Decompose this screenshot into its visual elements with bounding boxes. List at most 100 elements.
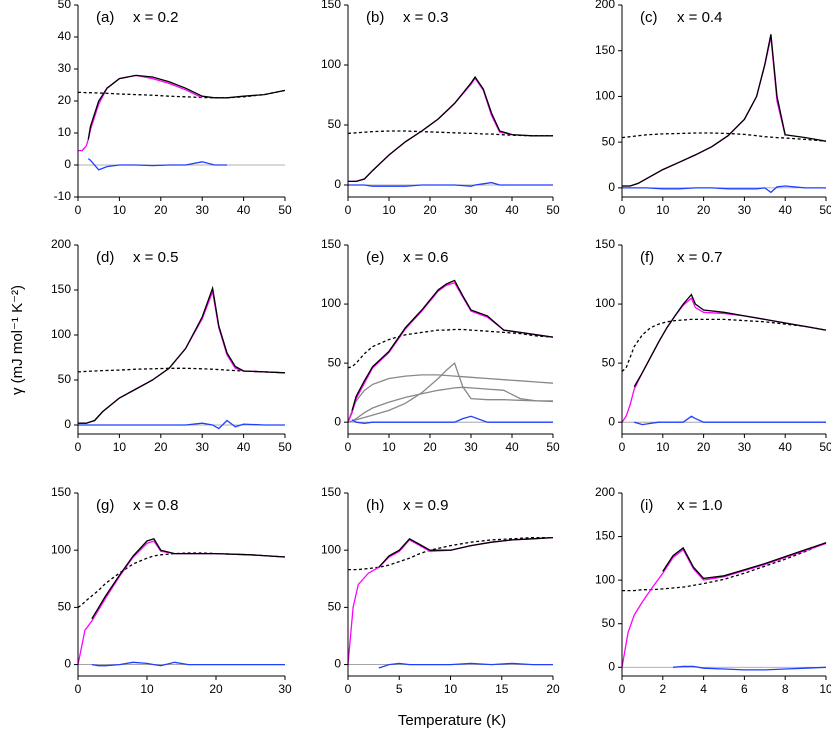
series-line <box>634 415 826 426</box>
x-tick-label: 10 <box>140 682 154 696</box>
series-line <box>77 552 286 608</box>
series-line <box>622 542 827 592</box>
x-tick-label: 30 <box>464 203 478 217</box>
panel-title: x = 0.6 <box>403 249 448 266</box>
series-line <box>78 89 286 99</box>
series-line <box>348 75 553 183</box>
series-line <box>621 542 827 668</box>
x-tick-label: 50 <box>546 440 560 454</box>
x-tick-label: 10 <box>819 682 831 696</box>
y-tick-label: 100 <box>595 572 615 586</box>
y-tick-label: 50 <box>58 372 72 386</box>
y-tick-label: 0 <box>334 177 341 191</box>
y-tick-label: 50 <box>58 0 72 11</box>
x-tick-label: 40 <box>779 440 793 454</box>
y-tick-label: 100 <box>595 89 615 103</box>
y-tick-label: 20 <box>58 93 72 107</box>
series-line <box>347 386 553 423</box>
x-tick-label: 40 <box>779 203 793 217</box>
x-tick-label: 0 <box>345 440 352 454</box>
x-tick-label: 10 <box>382 203 396 217</box>
x-tick-label: 2 <box>659 682 666 696</box>
series-line <box>622 185 826 194</box>
x-tick-label: 10 <box>113 203 127 217</box>
panel-title: x = 0.8 <box>133 497 178 514</box>
y-tick-label: 40 <box>58 29 72 43</box>
y-tick-label: 200 <box>595 0 615 11</box>
y-tick-label: 0 <box>64 157 71 171</box>
x-tick-label: 4 <box>700 682 707 696</box>
panel-title: x = 1.0 <box>677 497 722 514</box>
y-tick-label: 150 <box>51 485 71 499</box>
y-tick-label: 150 <box>51 282 71 296</box>
x-tick-label: 20 <box>423 203 437 217</box>
x-tick-label: 0 <box>75 682 82 696</box>
x-tick-label: 20 <box>209 682 223 696</box>
y-tick-label: 0 <box>608 659 615 673</box>
series-line <box>78 74 203 152</box>
series-line <box>87 158 227 171</box>
series-line <box>77 540 286 665</box>
x-tick-label: 40 <box>237 203 251 217</box>
panel-label: (g) <box>96 497 114 514</box>
panel-label: (d) <box>96 249 114 266</box>
x-tick-label: 10 <box>444 682 458 696</box>
y-tick-label: 100 <box>51 327 71 341</box>
series-line <box>621 297 827 423</box>
x-tick-label: 20 <box>154 203 168 217</box>
series-line <box>347 130 553 137</box>
x-tick-label: 30 <box>738 440 752 454</box>
y-tick-label: 50 <box>328 117 342 131</box>
panel-label: (h) <box>366 497 384 514</box>
x-tick-label: 30 <box>196 440 210 454</box>
x-tick-label: 20 <box>154 440 168 454</box>
x-tick-label: 10 <box>656 203 670 217</box>
series-line <box>621 132 827 142</box>
x-tick-label: 0 <box>75 440 82 454</box>
y-tick-label: 50 <box>58 600 72 614</box>
y-tick-label: 100 <box>321 542 341 556</box>
x-tick-label: 50 <box>819 203 831 217</box>
series-line <box>78 285 286 424</box>
y-tick-label: 150 <box>321 237 341 251</box>
series-line <box>348 77 513 183</box>
panel-title: x = 0.4 <box>677 9 722 26</box>
x-tick-label: 0 <box>345 203 352 217</box>
y-tick-label: 100 <box>321 57 341 71</box>
panel-label: (e) <box>366 249 384 266</box>
y-tick-label: 0 <box>64 657 71 671</box>
y-tick-label: 200 <box>595 485 615 499</box>
x-tick-label: 50 <box>546 203 560 217</box>
series-line <box>77 367 286 374</box>
series-line <box>672 665 827 671</box>
y-tick-label: -10 <box>54 189 72 203</box>
panel-title: x = 0.5 <box>133 249 178 266</box>
x-tick-label: 6 <box>741 682 748 696</box>
series-line <box>351 279 554 411</box>
x-tick-label: 8 <box>782 682 789 696</box>
y-tick-label: 0 <box>334 657 341 671</box>
x-tick-label: 0 <box>619 682 626 696</box>
x-tick-label: 0 <box>619 203 626 217</box>
series-line <box>78 289 286 424</box>
panel-title: x = 0.7 <box>677 249 722 266</box>
y-tick-label: 100 <box>51 542 71 556</box>
panel-label: (i) <box>640 497 653 514</box>
x-tick-label: 30 <box>278 682 292 696</box>
x-tick-label: 20 <box>423 440 437 454</box>
series-line <box>621 318 827 372</box>
x-tick-label: 50 <box>278 203 292 217</box>
y-tick-label: 0 <box>334 414 341 428</box>
x-tick-label: 15 <box>495 682 509 696</box>
x-tick-label: 40 <box>237 440 251 454</box>
x-tick-label: 0 <box>619 440 626 454</box>
y-axis-label: γ (mJ mol⁻¹ K⁻²) <box>9 285 26 395</box>
series-line <box>347 361 554 423</box>
y-tick-label: 50 <box>602 616 616 630</box>
y-tick-label: 0 <box>608 180 615 194</box>
y-tick-label: 50 <box>602 355 616 369</box>
y-tick-label: 50 <box>328 355 342 369</box>
y-tick-label: 100 <box>321 296 341 310</box>
series-line <box>378 662 553 669</box>
